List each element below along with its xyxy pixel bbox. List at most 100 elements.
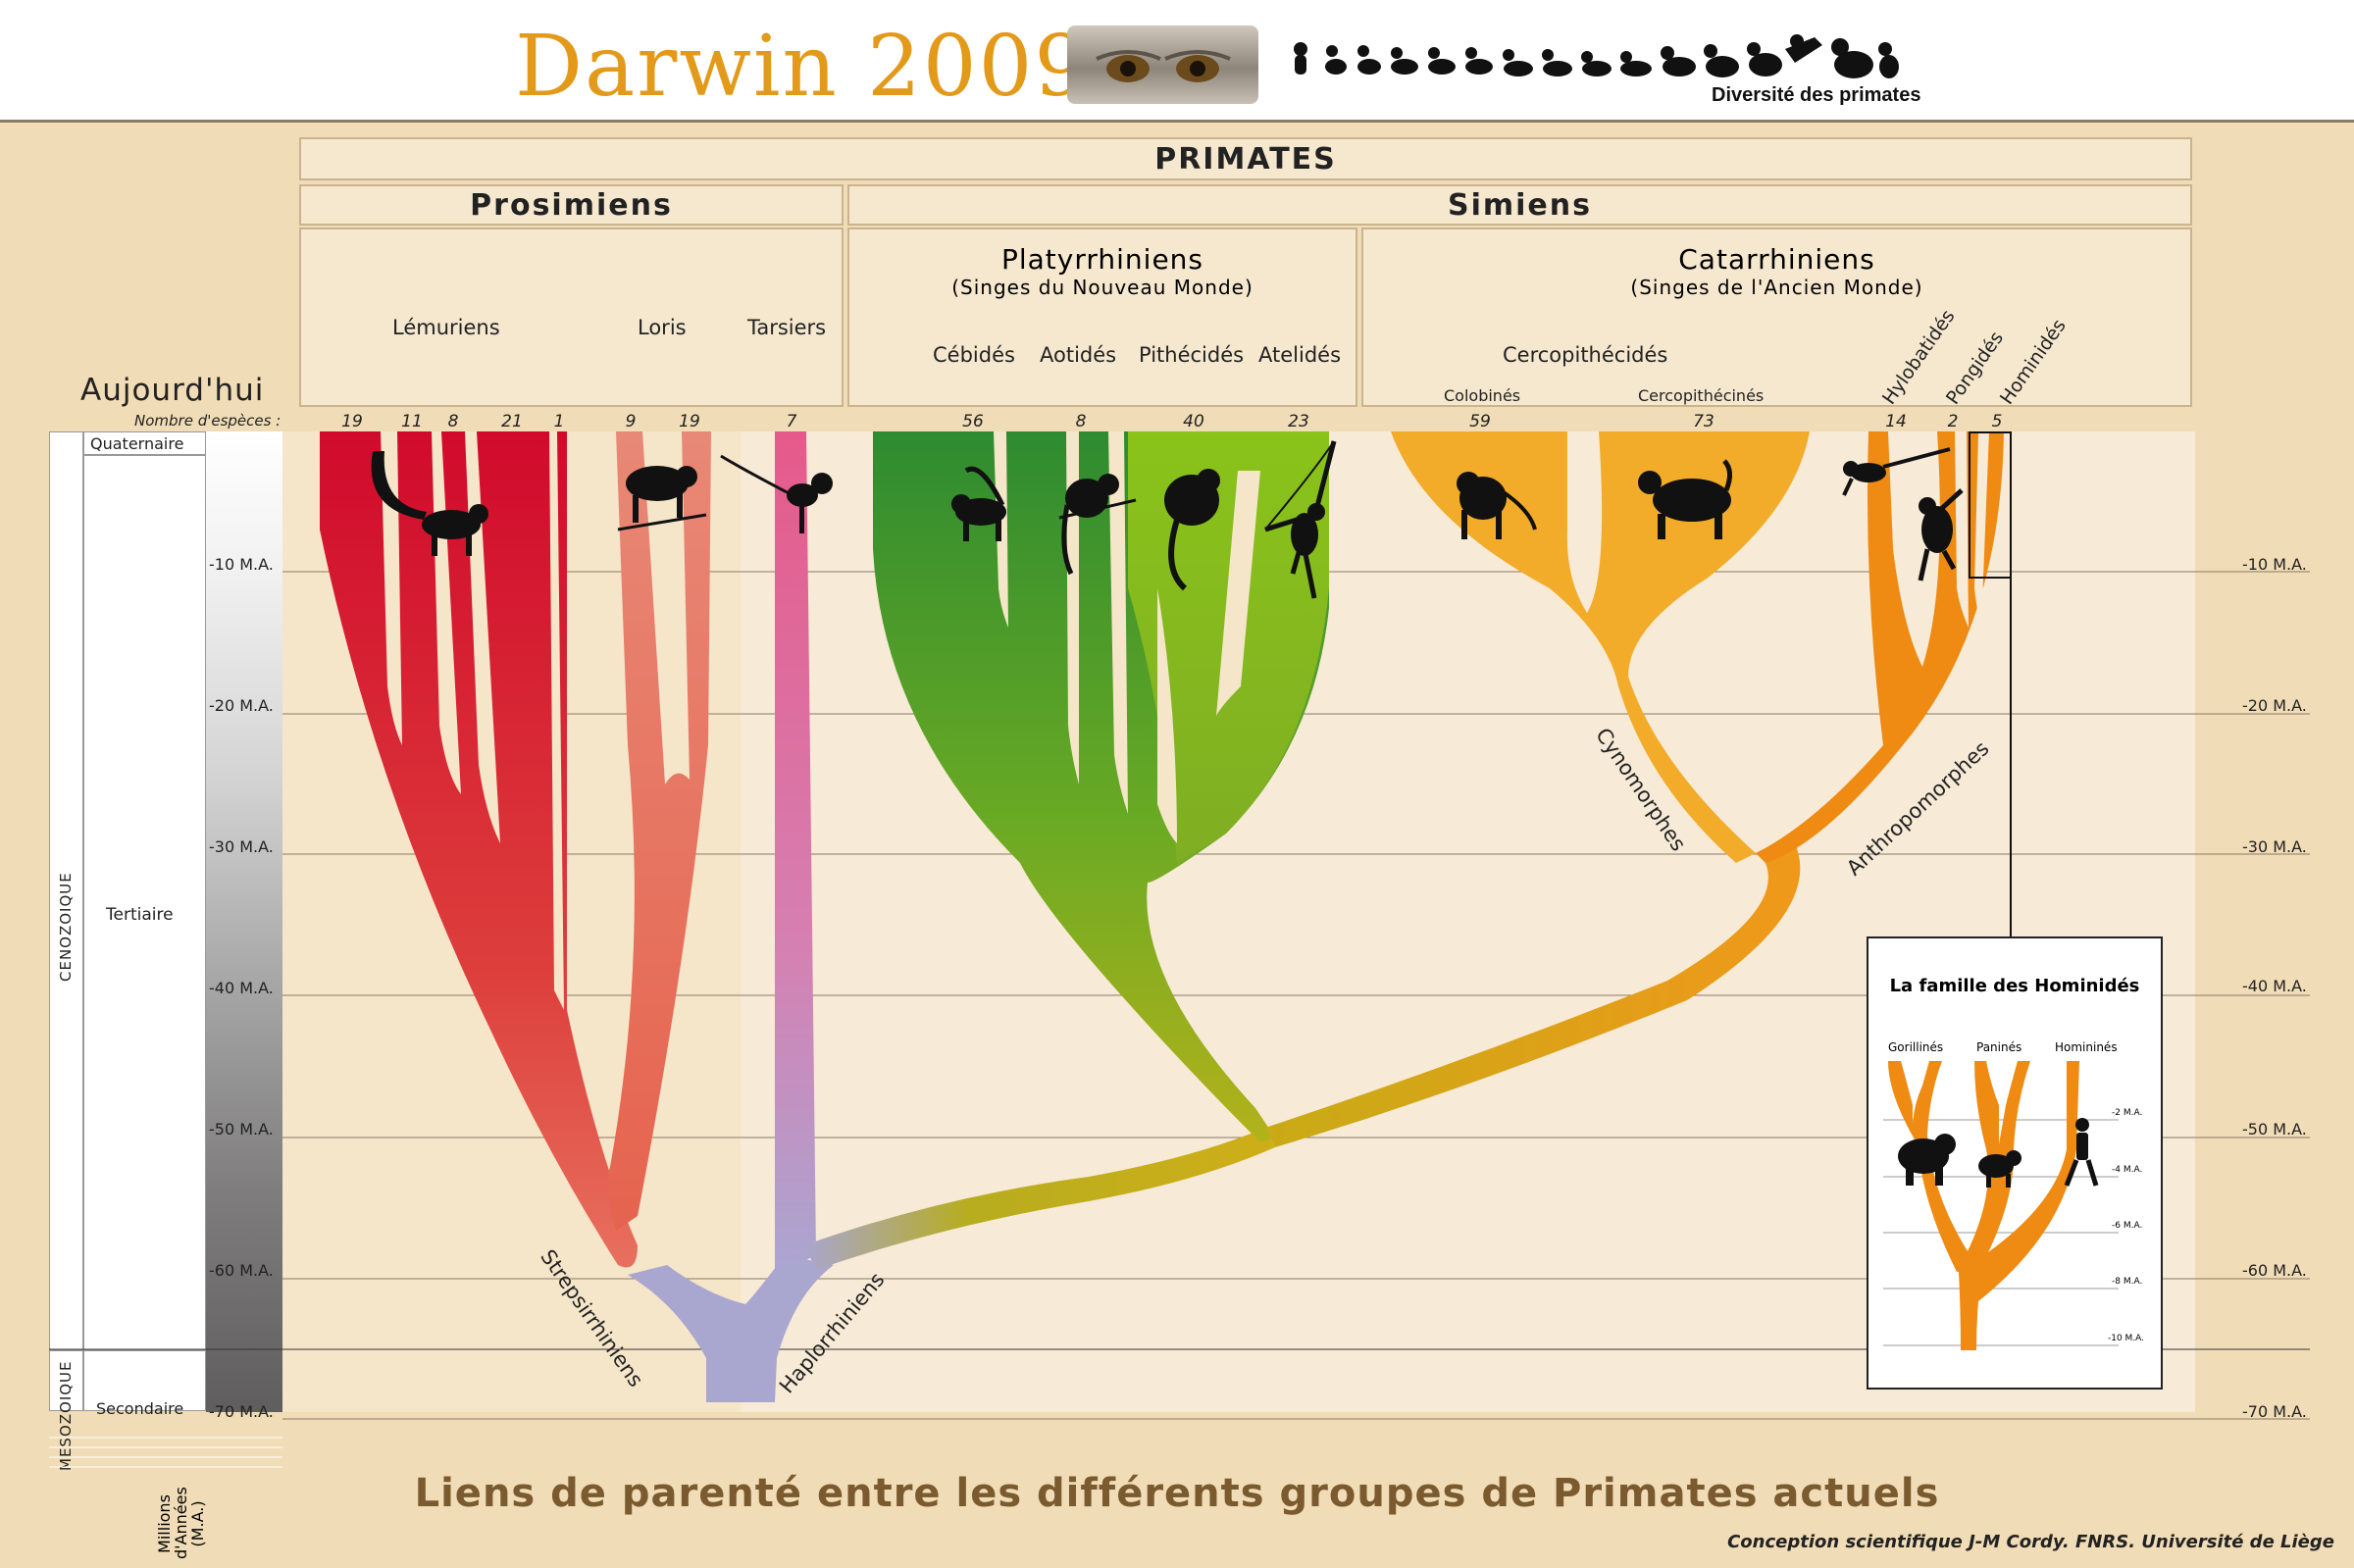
eyes-icon bbox=[1096, 50, 1231, 82]
group-colobines: Colobinés bbox=[1444, 386, 1521, 405]
species-count: 56 bbox=[962, 412, 984, 431]
period-tertiaire-box bbox=[83, 455, 206, 1350]
species-count: 14 bbox=[1885, 412, 1907, 431]
prosimiens-panel bbox=[299, 228, 844, 407]
species-count: 7 bbox=[786, 412, 797, 431]
night-monkey-icon bbox=[1058, 474, 1137, 576]
inset-col-gorillines: Gorillinés bbox=[1888, 1040, 1944, 1054]
era-mesozoique-box bbox=[49, 1350, 83, 1411]
group-cercopithecides: Cercopithécidés bbox=[1503, 343, 1668, 367]
time-tick-right: -60 M.A. bbox=[2242, 1261, 2307, 1280]
human-icon bbox=[2064, 1118, 2099, 1187]
saki-icon bbox=[1164, 469, 1220, 591]
inset-tick: -10 M.A. bbox=[2108, 1334, 2145, 1343]
tarsiers-branch bbox=[775, 431, 816, 1275]
catarrhiniens-stem bbox=[1265, 843, 1801, 1147]
time-tick-right: -50 M.A. bbox=[2242, 1120, 2307, 1138]
prosimiens-header: Prosimiens bbox=[299, 184, 844, 226]
root-node-branch bbox=[628, 1255, 834, 1402]
chimpanzee-icon bbox=[1978, 1150, 2021, 1188]
prosimiens-label: Prosimiens bbox=[470, 188, 673, 223]
inset-branches bbox=[1888, 1061, 2079, 1350]
inset-tree bbox=[1883, 1061, 2119, 1350]
species-count-label: Nombre d'espèces : bbox=[134, 412, 281, 430]
time-tick-right: -30 M.A. bbox=[2242, 837, 2307, 856]
time-tick-left: -60 M.A. bbox=[209, 1261, 274, 1280]
baboon-icon bbox=[1638, 459, 1732, 539]
time-tick-right: -40 M.A. bbox=[2242, 977, 2307, 995]
time-tick-left: -30 M.A. bbox=[209, 837, 274, 856]
group-cercopithecines: Cercopithécinés bbox=[1638, 386, 1765, 405]
lemur-icon bbox=[371, 451, 488, 556]
gorilla-icon bbox=[1898, 1134, 1956, 1186]
species-count: 19 bbox=[679, 412, 700, 431]
brand-title: Darwin 2009 bbox=[515, 18, 1091, 116]
hominides-inset: La famille des Hominidés Gorillinés Pani… bbox=[1867, 936, 2163, 1390]
colobus-icon bbox=[1457, 472, 1537, 539]
species-count: 59 bbox=[1469, 412, 1491, 431]
time-tick-left: -70 M.A. bbox=[209, 1402, 274, 1421]
species-count: 2 bbox=[1947, 412, 1959, 431]
species-count: 73 bbox=[1693, 412, 1714, 431]
figure-caption: Liens de parenté entre les différents gr… bbox=[414, 1471, 1940, 1516]
species-count: 8 bbox=[1075, 412, 1087, 431]
capuchin-icon bbox=[951, 466, 1006, 541]
period-quaternaire-box bbox=[83, 431, 206, 455]
era-cenozoique-box bbox=[49, 431, 83, 1350]
time-tick-right: -10 M.A. bbox=[2242, 555, 2307, 574]
period-secondaire-box bbox=[83, 1350, 206, 1411]
time-tick-right: -20 M.A. bbox=[2242, 696, 2307, 715]
catarrhiniens-panel: Catarrhiniens (Singes de l'Ancien Monde) bbox=[1361, 228, 2192, 407]
tarsier-icon bbox=[720, 454, 833, 533]
group-loris: Loris bbox=[638, 316, 687, 339]
time-tick-right: -70 M.A. bbox=[2242, 1402, 2307, 1421]
geologic-timescale bbox=[49, 431, 282, 1471]
haplorrhiniens-stem bbox=[804, 1128, 1275, 1270]
banner-subtitle: Diversité des primates bbox=[1712, 84, 1921, 106]
cercopithecides-gap bbox=[1566, 431, 1603, 613]
catarrhiniens-label: Catarrhiniens bbox=[1678, 243, 1875, 276]
time-tick-left: -20 M.A. bbox=[209, 696, 274, 715]
primate-silhouettes-strip bbox=[1294, 34, 1899, 78]
inset-tick: -2 M.A. bbox=[2112, 1108, 2143, 1118]
primate-eyes-image bbox=[1067, 25, 1258, 104]
group-atelides: Atelidés bbox=[1258, 343, 1342, 367]
figure-credit: Conception scientifique J-M Cordy. FNRS.… bbox=[1727, 1532, 2334, 1552]
time-tick-left: -10 M.A. bbox=[209, 555, 274, 574]
inset-tick: -8 M.A. bbox=[2112, 1277, 2143, 1287]
inset-silhouettes bbox=[1898, 1118, 2099, 1188]
platyrrhiniens-gaps bbox=[994, 431, 1260, 843]
species-count: 19 bbox=[341, 412, 363, 431]
catarrhiniens-sublabel: (Singes de l'Ancien Monde) bbox=[1630, 276, 1923, 299]
primates-label: PRIMATES bbox=[1154, 142, 1337, 177]
time-tick-left: -40 M.A. bbox=[209, 979, 274, 997]
inset-col-panines: Paninés bbox=[1976, 1040, 2022, 1054]
species-count: 40 bbox=[1183, 412, 1204, 431]
time-gradient-bar bbox=[206, 431, 282, 1412]
group-tarsiers: Tarsiers bbox=[747, 316, 827, 339]
group-cebides: Cébidés bbox=[933, 343, 1015, 367]
platyrrhiniens-panel: Platyrrhiniens (Singes du Nouveau Monde) bbox=[847, 228, 1357, 407]
species-count: 8 bbox=[447, 412, 459, 431]
simiens-label: Simiens bbox=[1448, 188, 1592, 223]
period-tertiaire-label: Tertiaire bbox=[106, 905, 174, 925]
inset-tick: -6 M.A. bbox=[2112, 1221, 2143, 1231]
time-tick-left: -50 M.A. bbox=[209, 1120, 274, 1138]
inset-col-hominines: Homininés bbox=[2055, 1040, 2118, 1054]
platyrrhiniens-sublabel: (Singes du Nouveau Monde) bbox=[951, 276, 1254, 299]
inset-tick: -4 M.A. bbox=[2112, 1165, 2143, 1175]
species-count: 9 bbox=[625, 412, 637, 431]
spider-monkey-icon bbox=[1264, 440, 1337, 599]
anthropomorphes-gaps bbox=[1888, 431, 1989, 667]
simiens-header: Simiens bbox=[847, 184, 2192, 226]
period-quaternaire-label: Quaternaire bbox=[90, 434, 184, 453]
species-count: 1 bbox=[553, 412, 565, 431]
platyrrhiniens-label: Platyrrhiniens bbox=[1000, 243, 1204, 276]
cercopithecides-branch bbox=[1391, 431, 1810, 863]
species-count: 11 bbox=[401, 412, 423, 431]
loris-icon bbox=[617, 466, 707, 531]
species-count: 21 bbox=[501, 412, 523, 431]
period-secondaire-label: Secondaire bbox=[96, 1399, 184, 1418]
group-pithecides: Pithécidés bbox=[1139, 343, 1245, 367]
